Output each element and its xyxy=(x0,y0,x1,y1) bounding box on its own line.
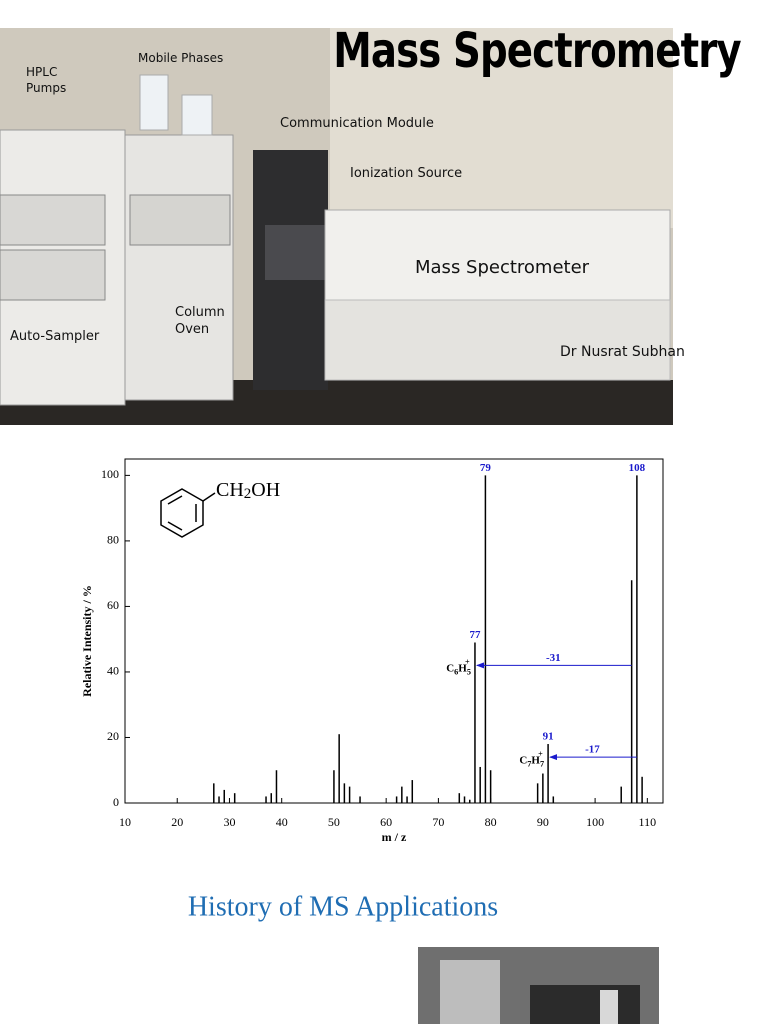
y-tick-label: 80 xyxy=(107,533,119,547)
formula-part: OH xyxy=(251,479,280,501)
plot-frame xyxy=(124,458,664,804)
x-tick-label: 80 xyxy=(485,815,497,829)
pump xyxy=(0,194,106,246)
peak-label: 79 xyxy=(480,462,492,474)
photo-label: Dr Nusrat Subhan xyxy=(560,344,685,360)
peak-label: 91 xyxy=(543,731,554,743)
module xyxy=(129,194,231,246)
x-tick-label: 50 xyxy=(328,815,340,829)
x-tick-label: 90 xyxy=(537,815,549,829)
wall-light xyxy=(330,28,673,228)
formula-part: 2 xyxy=(244,486,252,502)
x-tick-label: 10 xyxy=(119,815,131,829)
y-tick-label: 60 xyxy=(107,598,119,612)
photo-label: Auto-Sampler xyxy=(10,329,100,344)
formula-part: 7 xyxy=(540,759,544,768)
y-tick-label: 40 xyxy=(107,664,119,678)
x-tick-label: 30 xyxy=(223,815,235,829)
history-photo xyxy=(418,947,659,1024)
x-tick-label: 40 xyxy=(276,815,288,829)
label-line: Dr Nusrat Subhan xyxy=(560,344,685,360)
label-line: Column xyxy=(175,305,225,320)
spectrometer-lower xyxy=(324,299,671,381)
formula-part: + xyxy=(465,658,470,667)
bottle xyxy=(181,94,213,136)
y-tick-label: 20 xyxy=(107,729,119,743)
formula-part: C xyxy=(446,662,454,674)
photo-label: Ionization Source xyxy=(350,166,462,181)
peak-label: 77 xyxy=(469,629,481,641)
label-line: Pumps xyxy=(26,81,66,95)
label-line: Mass Spectrometer xyxy=(415,257,590,278)
formula-part: 6 xyxy=(454,668,458,677)
photo-label: Mass Spectrometer xyxy=(415,257,590,278)
photo-label: HPLC Pumps xyxy=(26,65,66,95)
x-tick-label: 60 xyxy=(380,815,392,829)
sampler xyxy=(0,249,106,301)
loss-label: -31 xyxy=(546,652,561,664)
label-line: Auto-Sampler xyxy=(10,329,100,344)
y-tick-label: 100 xyxy=(101,467,119,481)
lab-photo xyxy=(0,28,673,425)
benzene xyxy=(160,488,216,538)
y-axis-label: Relative Intensity / % xyxy=(80,585,94,697)
x-tick-label: 100 xyxy=(586,815,604,829)
formula-part: H xyxy=(531,754,540,766)
x-tick-label: 20 xyxy=(171,815,183,829)
formula-part: H xyxy=(458,662,467,674)
photo-title: Mass Spectrometry xyxy=(333,23,741,79)
photo-label: Mobile Phases xyxy=(138,51,223,65)
formula: C6H5+ xyxy=(446,658,471,677)
chart: 0 20 40 60 80 100 10 20 30 40 50 60 70 80 90 100 110 m / … xyxy=(80,462,656,844)
heading: History of MS Applications xyxy=(188,891,498,922)
label-line: HPLC xyxy=(26,65,57,79)
formula-part: 5 xyxy=(467,668,471,677)
photo-labels: HPLC Pumps Mobile Phases Communication Modu… xyxy=(10,51,685,361)
peak-label: 108 xyxy=(629,462,646,474)
bottle xyxy=(139,74,169,131)
formula-part: 7 xyxy=(527,759,531,768)
x-axis-label: m / z xyxy=(382,830,407,844)
formula: C7H7+ xyxy=(519,749,544,768)
label-line: Ionization Source xyxy=(350,166,462,181)
formula-part: + xyxy=(538,749,543,758)
photo-label: Column Oven xyxy=(175,305,225,337)
x-tick-label: 110 xyxy=(639,815,657,829)
label-line: Communication Module xyxy=(280,116,434,131)
source-window xyxy=(265,225,325,280)
oven-stack xyxy=(124,134,234,401)
label-line: Mobile Phases xyxy=(138,51,223,65)
formula-part: C xyxy=(519,754,527,766)
label-line: Oven xyxy=(175,322,209,337)
photo-label: Communication Module xyxy=(280,116,434,131)
formula: CH2OH xyxy=(216,479,280,503)
y-tick-label: 0 xyxy=(113,795,119,809)
x-tick-label: 70 xyxy=(432,815,444,829)
formula-part: CH xyxy=(216,479,244,501)
loss-label: -17 xyxy=(585,744,600,756)
